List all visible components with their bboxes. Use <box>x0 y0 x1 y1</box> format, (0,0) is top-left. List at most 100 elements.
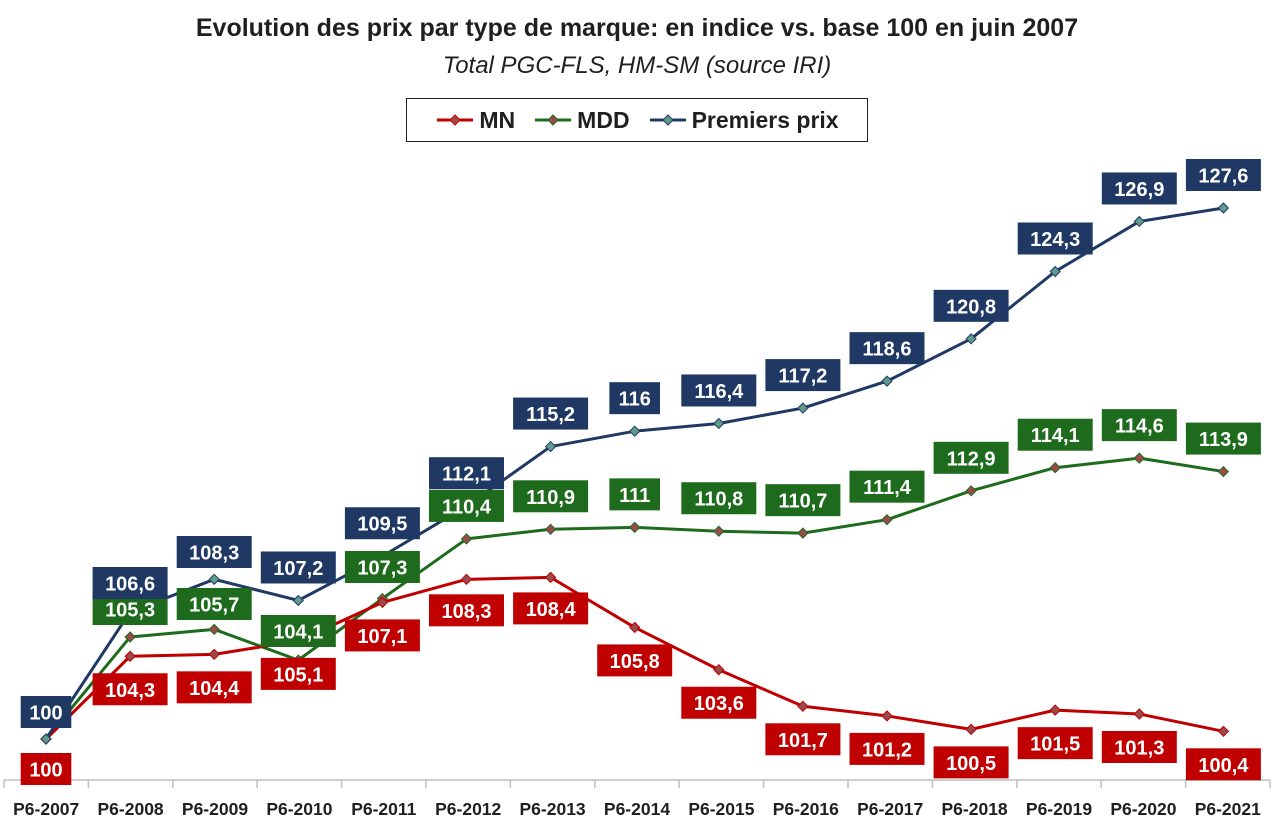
data-label: 110,8 <box>681 482 757 515</box>
data-label: 111,4 <box>849 470 925 503</box>
data-label-text: 120,8 <box>946 296 996 318</box>
data-label-text: 114,1 <box>1031 425 1080 447</box>
data-label: 108,3 <box>176 536 252 568</box>
data-point <box>376 596 389 609</box>
data-point <box>1049 704 1061 716</box>
data-label-box <box>849 470 925 503</box>
data-label-box <box>92 673 168 706</box>
data-label-text: 116 <box>619 389 651 411</box>
data-point <box>881 710 893 722</box>
data-label: 124,3 <box>1017 222 1093 255</box>
x-tick-label: P6-2009 <box>182 799 248 819</box>
data-label-text: 101,5 <box>1030 734 1080 756</box>
data-label-box <box>429 489 504 522</box>
data-label-text: 107,2 <box>273 558 323 580</box>
data-point <box>965 333 977 345</box>
data-label-text: 109,5 <box>357 514 407 536</box>
data-point <box>208 648 220 661</box>
data-label-text: 101,3 <box>1114 737 1164 759</box>
data-label: 104,3 <box>92 673 168 706</box>
data-label-text: 116,4 <box>694 381 744 403</box>
data-label-box <box>681 482 757 515</box>
data-point <box>797 527 809 539</box>
data-label-text: 107,1 <box>357 626 407 648</box>
x-tick-label: P6-2011 <box>351 799 416 819</box>
data-label-box <box>20 753 72 785</box>
data-label: 100 <box>20 753 72 785</box>
data-label-box <box>176 671 252 704</box>
data-label-box <box>765 359 841 392</box>
data-point <box>124 650 136 662</box>
data-label-text: 104,4 <box>189 678 240 700</box>
x-tick-label: P6-2014 <box>604 799 670 819</box>
legend-item-premiers-prix: Premiers prix <box>648 107 839 134</box>
data-point <box>881 513 893 526</box>
data-label-text: 101,7 <box>778 730 828 752</box>
data-label-text: 104,3 <box>105 680 155 702</box>
data-label: 106,6 <box>92 567 168 599</box>
x-tick-label: P6-2018 <box>942 799 1008 819</box>
data-label-text: 108,3 <box>189 543 239 565</box>
data-label-text: 104,1 <box>273 622 323 644</box>
data-label-text: 100,4 <box>1198 755 1249 777</box>
legend-swatch-mn <box>437 114 474 126</box>
data-label-text: 112,1 <box>442 464 491 486</box>
data-label: 120,8 <box>933 289 1009 322</box>
data-label: 104,1 <box>260 615 336 647</box>
data-label-box <box>1185 159 1261 191</box>
x-tick-label: P6-2019 <box>1026 799 1092 819</box>
data-label-text: 105,1 <box>273 664 323 686</box>
data-point <box>1217 202 1230 214</box>
data-point <box>965 485 977 497</box>
data-label-text: 108,4 <box>526 599 577 621</box>
x-tick-label: P6-2008 <box>98 799 164 819</box>
data-label-text: 127,6 <box>1198 166 1248 188</box>
data-label: 111 <box>609 478 660 511</box>
data-label-box <box>765 723 841 756</box>
data-label-text: 110,4 <box>442 496 492 518</box>
data-label: 118,6 <box>849 332 925 365</box>
data-label-text: 115,2 <box>526 404 575 426</box>
data-label-box <box>429 457 504 490</box>
data-label-box <box>609 478 660 511</box>
data-label-box <box>344 551 420 583</box>
x-tick-label: P6-2015 <box>688 799 754 819</box>
data-label: 100 <box>20 696 72 728</box>
legend-label-mn: MN <box>479 106 516 133</box>
data-label-text: 114,6 <box>1115 416 1164 438</box>
data-label-box <box>513 397 589 430</box>
data-label-box <box>1101 730 1177 763</box>
x-tick-label: P6-2020 <box>1110 799 1176 819</box>
data-label-box <box>1017 222 1093 255</box>
data-point <box>713 525 725 537</box>
data-label-box <box>765 484 841 517</box>
data-label-text: 111,4 <box>863 477 912 499</box>
x-tick-label: P6-2007 <box>13 799 79 819</box>
data-label-text: 108,3 <box>441 601 491 623</box>
data-point <box>628 521 641 534</box>
data-label: 109,5 <box>344 507 420 540</box>
data-label-box <box>344 507 420 540</box>
data-label-box <box>1185 422 1261 455</box>
data-label-text: 105,8 <box>610 651 660 673</box>
x-tick-label: P6-2010 <box>266 799 332 819</box>
data-point <box>208 573 220 586</box>
data-label-box <box>1017 418 1093 451</box>
data-label-text: 100,5 <box>946 753 996 775</box>
data-label-box <box>260 657 336 690</box>
x-tick-label: P6-2017 <box>857 799 923 819</box>
data-label-box <box>513 480 589 513</box>
data-label: 108,4 <box>513 592 589 625</box>
legend-swatch-mdd <box>535 114 572 126</box>
legend: MN MDD Premiers prix <box>406 98 868 142</box>
data-label-text: 105,3 <box>105 600 155 622</box>
data-label-box <box>260 615 336 647</box>
data-label: 116 <box>609 382 660 415</box>
data-label-box <box>20 696 72 728</box>
data-label-box <box>609 382 660 415</box>
data-point <box>40 733 52 745</box>
data-label-box <box>92 567 168 599</box>
data-label: 101,7 <box>765 723 841 756</box>
data-point <box>797 402 809 414</box>
